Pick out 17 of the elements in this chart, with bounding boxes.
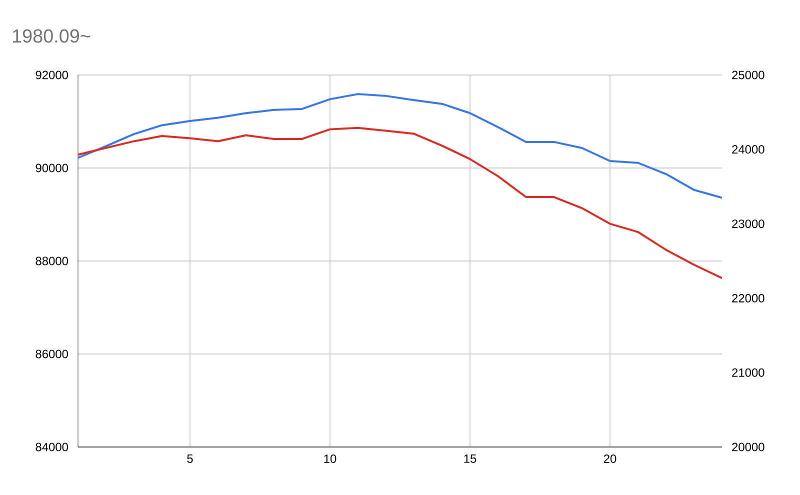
y-tick-label: 88000 [36, 256, 68, 266]
y-tick-label: 86000 [36, 350, 68, 358]
x-tick-label: 15 [464, 454, 476, 463]
y-tick-label: 92000 [36, 70, 68, 80]
y2-tick-label: 22000 [732, 294, 764, 302]
y-tick-label: 90000 [36, 164, 68, 172]
x-tick-label: 20 [604, 454, 616, 463]
chart-title: 1980.09~ [12, 29, 90, 43]
x-tick-label: 5 [187, 454, 193, 463]
line-series [78, 93, 722, 199]
y2-tick-label: 24000 [732, 145, 764, 154]
y2-tick-label: 25000 [732, 70, 764, 80]
y-tick-label: 84000 [36, 442, 68, 452]
y2-tick-label: 20000 [732, 442, 764, 452]
y2-tick-label: 21000 [732, 368, 764, 377]
y2-tick-label: 23000 [732, 220, 764, 228]
x-tick-label: 10 [324, 454, 336, 463]
